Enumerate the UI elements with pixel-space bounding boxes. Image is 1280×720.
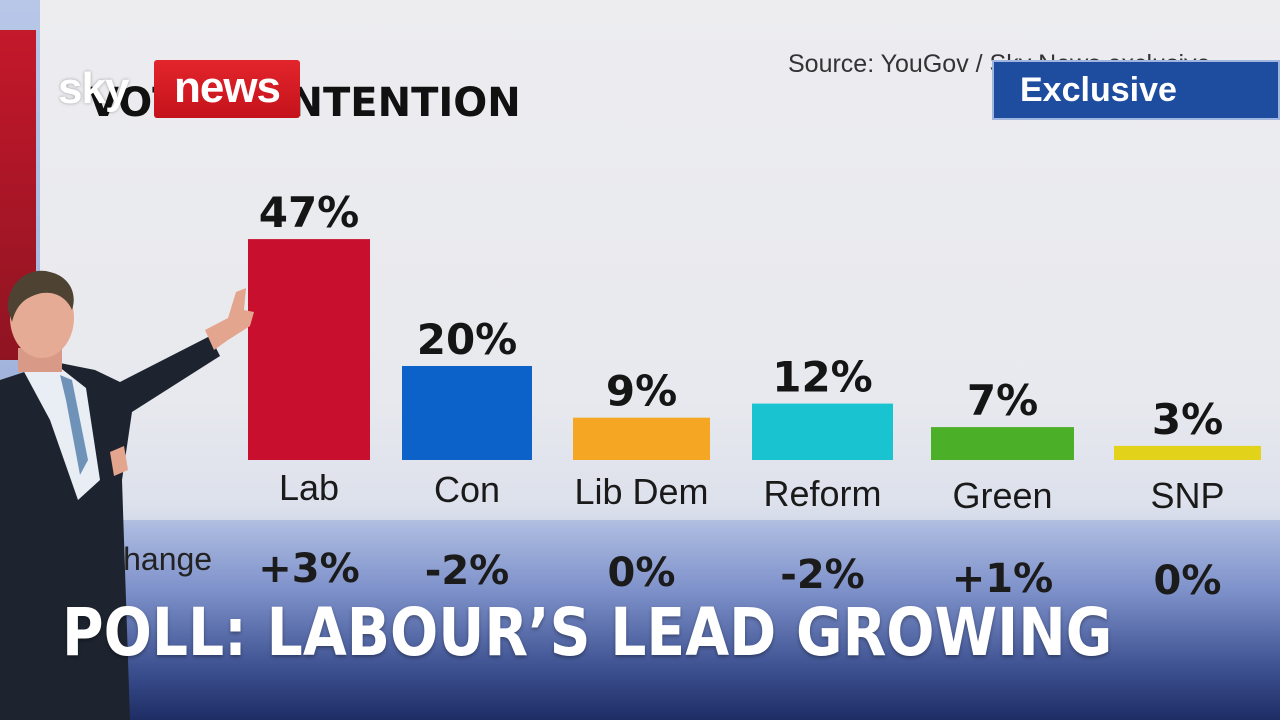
bar-value-label: 7% [967, 376, 1038, 425]
logo-news-box: news [154, 60, 300, 118]
lower-band [36, 520, 1280, 720]
change-value-label: 0% [1154, 558, 1222, 604]
change-value-label: 0% [608, 550, 676, 596]
category-label: Reform [763, 473, 881, 514]
bar-lab [248, 239, 370, 460]
change-value-label: -2% [780, 552, 865, 598]
logo-sky-wordmark: sky [58, 64, 129, 113]
category-label: Lib Dem [574, 471, 708, 512]
bar-green [931, 427, 1074, 460]
category-label: Lab [279, 467, 339, 508]
category-label: Green [952, 475, 1052, 516]
headline-caption: POLL: LABOUR’S LEAD GROWING [62, 594, 1113, 671]
bar-con [402, 366, 532, 460]
bar-reform [752, 403, 893, 460]
bar-lib-dem [573, 417, 710, 460]
presenter-figure [0, 270, 254, 720]
change-value-label: +1% [952, 556, 1053, 602]
bar-value-label: 12% [772, 353, 873, 402]
change-value-label: +3% [258, 546, 359, 592]
bars-group: 47% Lab +3% 20% Con -2% 9% Lib Dem 0% 12% Reform -2… [248, 188, 1261, 604]
category-label: SNP [1150, 475, 1224, 516]
bar-value-label: 3% [1152, 395, 1223, 444]
change-value-label: -2% [425, 548, 510, 594]
sky-news-logo: sky news [58, 60, 308, 118]
exclusive-badge: Exclusive [992, 60, 1280, 120]
bar-snp [1114, 445, 1261, 460]
bar-value-label: 47% [259, 188, 360, 237]
category-label: Con [434, 469, 500, 510]
bar-value-label: 9% [606, 367, 677, 416]
bar-value-label: 20% [417, 315, 518, 364]
